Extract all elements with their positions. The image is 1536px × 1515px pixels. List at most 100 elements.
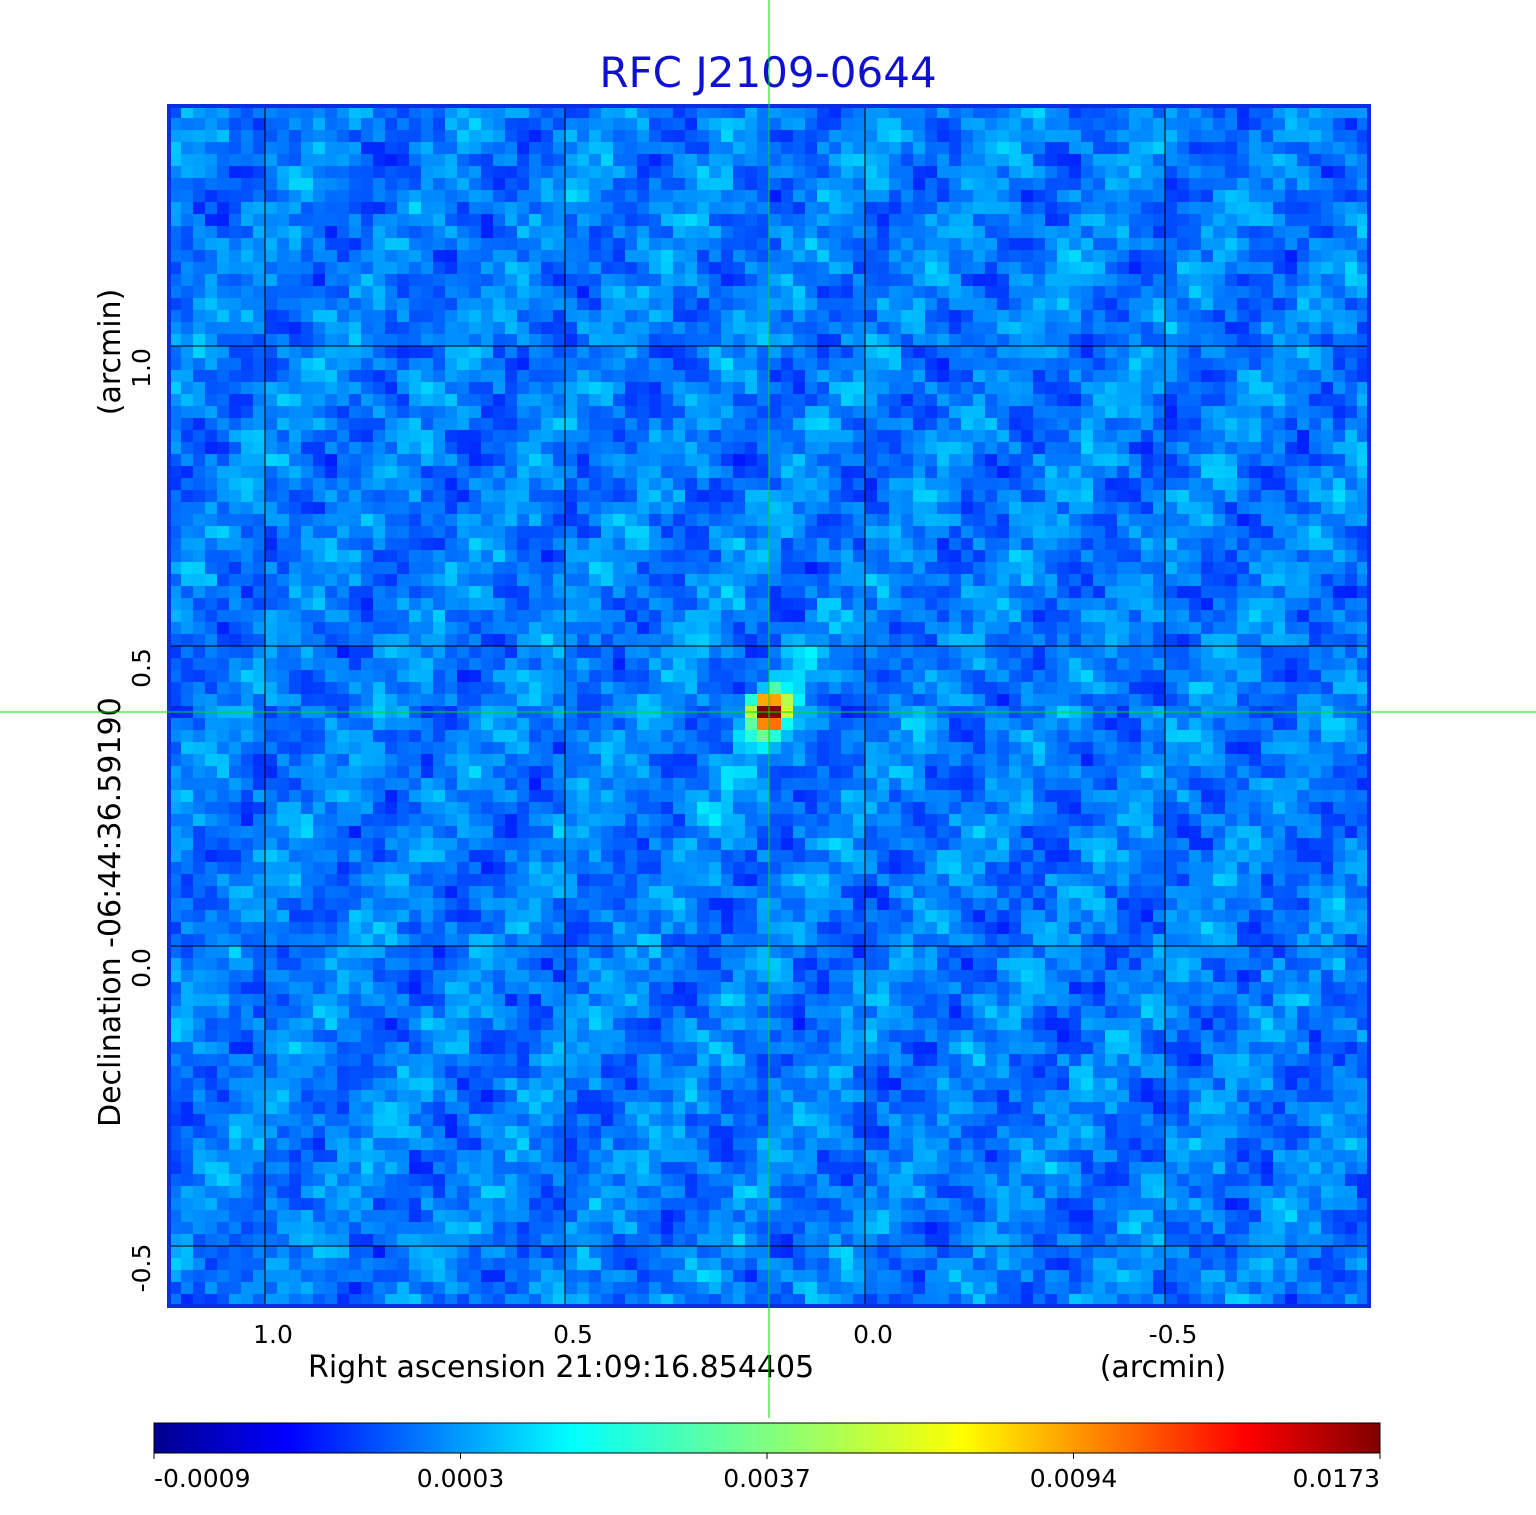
map-pixel (169, 670, 182, 683)
map-pixel (973, 346, 986, 359)
map-pixel (733, 598, 746, 611)
map-pixel (745, 502, 758, 515)
map-pixel (613, 478, 626, 491)
map-pixel (997, 406, 1010, 419)
map-pixel (793, 694, 806, 707)
map-pixel (1057, 646, 1070, 659)
map-pixel (1069, 586, 1082, 599)
map-pixel (949, 118, 962, 131)
map-pixel (997, 442, 1010, 455)
map-pixel (937, 310, 950, 323)
map-pixel (1249, 178, 1262, 191)
map-pixel (229, 562, 242, 575)
map-pixel (1033, 382, 1046, 395)
map-pixel (457, 190, 470, 203)
map-pixel (445, 394, 458, 407)
map-pixel (985, 538, 998, 551)
map-pixel (1165, 370, 1178, 383)
map-pixel (181, 406, 194, 419)
map-pixel (925, 178, 938, 191)
map-pixel (733, 622, 746, 635)
map-pixel (913, 562, 926, 575)
map-pixel (1201, 670, 1214, 683)
map-pixel (421, 154, 434, 167)
map-pixel (1297, 214, 1310, 227)
map-pixel (277, 646, 290, 659)
map-pixel (577, 106, 590, 119)
map-pixel (1213, 106, 1226, 119)
map-pixel (1081, 382, 1094, 395)
map-pixel (961, 646, 974, 659)
map-pixel (805, 142, 818, 155)
map-pixel (625, 346, 638, 359)
map-pixel (493, 526, 506, 539)
map-pixel (517, 202, 530, 215)
map-pixel (1021, 238, 1034, 251)
map-pixel (1261, 634, 1274, 647)
map-pixel (529, 310, 542, 323)
map-pixel (1237, 418, 1250, 431)
map-pixel (289, 154, 302, 167)
map-pixel (733, 250, 746, 263)
map-pixel (181, 250, 194, 263)
map-pixel (421, 586, 434, 599)
map-pixel (469, 346, 482, 359)
map-pixel (721, 310, 734, 323)
map-pixel (469, 526, 482, 539)
map-pixel (757, 106, 770, 119)
map-pixel (493, 562, 506, 575)
map-pixel (949, 202, 962, 215)
map-pixel (301, 346, 314, 359)
map-pixel (289, 190, 302, 203)
map-pixel (1297, 154, 1310, 167)
map-pixel (877, 682, 890, 695)
map-pixel (841, 634, 854, 647)
map-pixel (1165, 454, 1178, 467)
map-pixel (865, 298, 878, 311)
map-pixel (421, 418, 434, 431)
map-pixel (769, 418, 782, 431)
map-pixel (1261, 250, 1274, 263)
map-pixel (973, 250, 986, 263)
map-pixel (493, 214, 506, 227)
map-pixel (577, 370, 590, 383)
map-pixel (625, 466, 638, 479)
map-pixel (1117, 166, 1130, 179)
map-pixel (397, 610, 410, 623)
map-pixel (1213, 238, 1226, 251)
map-pixel (649, 262, 662, 275)
map-pixel (517, 478, 530, 491)
map-pixel (877, 466, 890, 479)
map-pixel (1129, 574, 1142, 587)
map-pixel (1081, 334, 1094, 347)
map-pixel (1081, 226, 1094, 239)
map-pixel (1333, 334, 1346, 347)
map-pixel (937, 226, 950, 239)
map-pixel (1321, 478, 1334, 491)
map-pixel (565, 598, 578, 611)
map-pixel (1261, 538, 1274, 551)
map-pixel (1357, 634, 1370, 647)
map-pixel (637, 298, 650, 311)
map-pixel (169, 442, 182, 455)
map-pixel (889, 250, 902, 263)
map-pixel (517, 382, 530, 395)
map-pixel (1285, 406, 1298, 419)
map-pixel (1105, 562, 1118, 575)
map-pixel (1225, 154, 1238, 167)
map-pixel (1141, 694, 1154, 707)
map-pixel (349, 634, 362, 647)
map-pixel (1009, 130, 1022, 143)
map-pixel (553, 574, 566, 587)
map-pixel (253, 154, 266, 167)
map-pixel (1297, 610, 1310, 623)
map-pixel (1033, 214, 1046, 227)
map-pixel (1165, 394, 1178, 407)
map-pixel (745, 538, 758, 551)
map-pixel (1069, 190, 1082, 203)
map-pixel (637, 586, 650, 599)
map-pixel (673, 370, 686, 383)
map-pixel (925, 190, 938, 203)
map-pixel (1213, 490, 1226, 503)
map-pixel (697, 550, 710, 563)
